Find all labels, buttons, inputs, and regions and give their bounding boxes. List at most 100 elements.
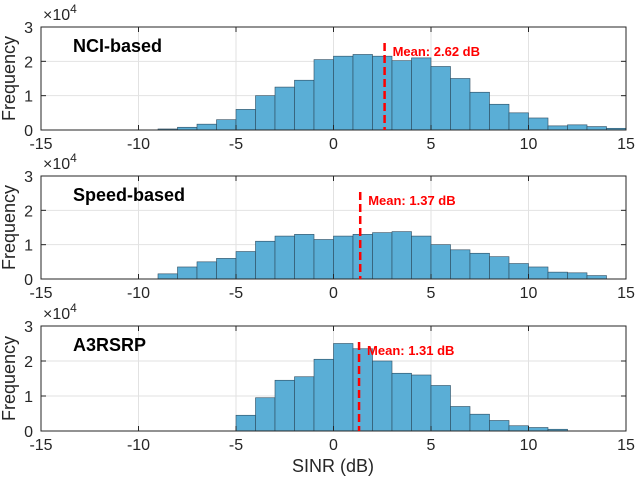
histogram-bar: [372, 232, 393, 280]
histogram-bar: [430, 385, 451, 432]
histogram-bar: [391, 231, 412, 280]
x-tick-label: 5: [427, 136, 436, 153]
x-tick-label: -10: [127, 285, 150, 302]
y-tick-label: 2: [24, 203, 33, 220]
x-tick-label: 15: [617, 136, 635, 153]
y-exponent-label: ×104: [43, 2, 77, 24]
x-tick-label: 0: [329, 437, 338, 454]
histogram-bar: [235, 251, 256, 280]
histogram-bar: [177, 266, 198, 280]
histogram-bar: [567, 124, 588, 131]
histogram-bar: [372, 55, 393, 131]
x-tick-label: -10: [127, 437, 150, 454]
histogram-bar: [528, 117, 549, 131]
panel-label: A3RSRP: [73, 335, 146, 355]
mean-label: Mean: 1.37 dB: [368, 193, 455, 208]
histogram-bar: [352, 54, 373, 131]
histogram-bar: [196, 261, 217, 280]
x-tick-label: -5: [229, 437, 243, 454]
exponent-base: ×10: [43, 156, 70, 173]
histogram-bar: [352, 234, 373, 280]
histogram-bar: [528, 266, 549, 280]
y-axis-title: Frequency: [0, 336, 19, 421]
y-tick-label: 2: [24, 354, 33, 371]
histogram-bar: [411, 235, 432, 280]
histogram-bar: [469, 252, 490, 280]
histogram-bar: [391, 60, 412, 131]
histogram-bar: [547, 271, 568, 280]
histogram-bar: [450, 78, 471, 131]
histogram-bar: [489, 103, 510, 131]
x-tick-label: 10: [520, 285, 538, 302]
histogram-bar: [372, 360, 393, 432]
histogram-bar: [196, 123, 217, 131]
y-tick-label: 0: [24, 424, 33, 441]
x-tick-label: -5: [229, 285, 243, 302]
x-tick-label: 5: [427, 437, 436, 454]
y-tick-label: 3: [24, 169, 33, 186]
histogram-bar: [255, 397, 276, 432]
histogram-bar: [567, 272, 588, 280]
y-tick-label: 0: [24, 272, 33, 289]
histogram-bar: [430, 66, 451, 131]
x-tick-label: -10: [127, 136, 150, 153]
y-tick-label: 2: [24, 54, 33, 71]
mean-label: Mean: 1.31 dB: [367, 343, 454, 358]
y-tick-label: 0: [24, 123, 33, 140]
histogram-bar: [313, 59, 334, 131]
histogram-bar: [508, 112, 529, 131]
histogram-bar: [489, 420, 510, 432]
histogram-panel-1: -15 -10 -5 0 5 10 15 0 1 2 3 ×104 Frequency NCI-based…: [0, 2, 635, 153]
histogram-bar: [333, 235, 354, 280]
x-tick-label: -15: [29, 437, 52, 454]
histogram-bar: [216, 119, 237, 131]
histogram-bar: [274, 235, 295, 280]
histogram-bar: [508, 263, 529, 280]
histogram-bar: [469, 413, 490, 432]
y-exponent-label: ×104: [43, 151, 77, 173]
histogram-bar: [586, 126, 607, 131]
x-tick-label: 0: [329, 136, 338, 153]
histogram-bar: [352, 348, 373, 432]
histogram-bar: [255, 240, 276, 280]
histogram-bar: [274, 86, 295, 131]
x-tick-label: 15: [617, 437, 635, 454]
histogram-bar: [333, 343, 354, 432]
histogram-bar: [313, 358, 334, 432]
x-tick-label: 10: [520, 136, 538, 153]
histogram-panel-3: -15 -10 -5 0 5 10 15 0 1 2 3 ×104 Frequency A3RSRP Mea…: [0, 301, 635, 454]
histogram-bar: [294, 376, 315, 432]
histogram-bar: [255, 95, 276, 131]
y-tick-label: 3: [24, 20, 33, 37]
histogram-bar: [333, 55, 354, 131]
y-axis-title: Frequency: [0, 185, 19, 270]
panel-label: Speed-based: [73, 185, 185, 205]
x-tick-label: 0: [329, 285, 338, 302]
histogram-bar: [411, 57, 432, 131]
histogram-bar: [450, 406, 471, 432]
histogram-bar: [294, 234, 315, 280]
histogram-bar: [216, 258, 237, 280]
x-axis-title: SINR (dB): [292, 456, 374, 476]
histogram-bar: [508, 425, 529, 432]
y-exponent-label: ×104: [43, 301, 77, 323]
histogram-bar: [274, 379, 295, 432]
mean-label: Mean: 2.62 dB: [393, 44, 480, 59]
exponent-power: 4: [70, 2, 77, 16]
y-axis-title: Frequency: [0, 36, 19, 121]
y-tick-label: 3: [24, 319, 33, 336]
histogram-panel-2: -15 -10 -5 0 5 10 15 0 1 2 3 ×104 Frequency Speed-bas…: [0, 151, 635, 302]
y-tick-label: 1: [24, 389, 33, 406]
histogram-bar: [235, 414, 256, 432]
x-tick-label: -15: [29, 285, 52, 302]
exponent-power: 4: [70, 151, 77, 165]
histogram-bar: [235, 109, 256, 131]
histogram-bar: [528, 427, 549, 432]
histogram-bar: [157, 273, 178, 280]
x-tick-label: 15: [617, 285, 635, 302]
histogram-bar: [450, 249, 471, 280]
histogram-bar: [391, 372, 412, 432]
x-tick-label: 5: [427, 285, 436, 302]
